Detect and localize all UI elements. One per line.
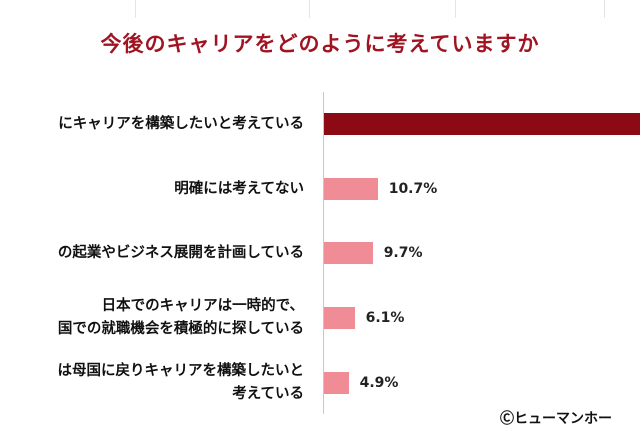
gridline [309, 0, 310, 18]
data-label: 4.9% [359, 375, 399, 391]
category-label-line: 国での就職機会を積極的に探している [57, 321, 304, 337]
bar [324, 372, 349, 394]
data-label: 9.7% [383, 245, 423, 261]
category-label: 明確には考えてない [174, 178, 304, 201]
category-axis-line [323, 92, 324, 414]
chart-title: 今後のキャリアをどのように考えていますか [100, 32, 540, 56]
category-label: の起業やビジネス展開を計画している [58, 242, 304, 265]
gridline [135, 0, 136, 18]
category-label-line: にキャリアを構築したいと考えている [58, 115, 304, 132]
gridline [455, 0, 456, 18]
gridline [604, 0, 605, 18]
bar [324, 178, 378, 200]
category-label-line: 考えている [232, 386, 304, 402]
category-label-line: 明確には考えてない [174, 180, 304, 197]
copyright-credit: Ⓒヒューマンホー [500, 411, 612, 427]
bar [324, 113, 640, 135]
category-label-line: は母国に戻りキャリアを構築したいと [57, 363, 305, 379]
data-label: 6.1% [365, 310, 405, 326]
category-label-line: 日本でのキャリアは一時的で、 [101, 298, 304, 314]
data-label: 10.7% [388, 181, 438, 197]
category-label: にキャリアを構築したいと考えている [58, 113, 304, 136]
bar [324, 242, 373, 264]
bar [324, 307, 355, 329]
category-label: 日本でのキャリアは一時的で、国での就職機会を積極的に探している [58, 295, 304, 341]
category-label: は母国に戻りキャリアを構築したいと考えている [58, 360, 305, 406]
category-label-line: の起業やビジネス展開を計画している [57, 244, 304, 261]
